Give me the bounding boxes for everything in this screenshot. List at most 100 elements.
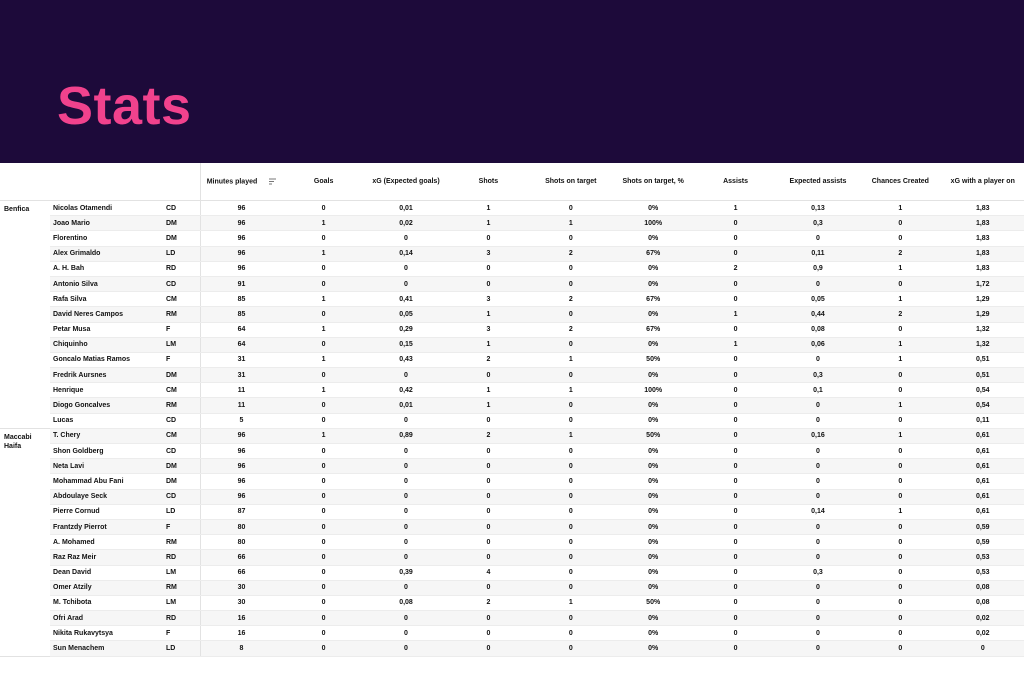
- position: RD: [162, 261, 201, 277]
- position: LM: [162, 595, 201, 612]
- stat-value: 0: [694, 322, 777, 338]
- player-name: T. Chery: [50, 428, 162, 445]
- column-header-label: Shots on target: [545, 178, 597, 185]
- stat-value: 0: [859, 489, 942, 505]
- stat-value: 1: [447, 200, 530, 217]
- stat-value: 1: [859, 352, 942, 369]
- stat-value: 0%: [611, 610, 695, 627]
- stat-value: 1: [447, 306, 530, 323]
- stat-value: 96: [200, 443, 283, 460]
- stat-value: 0: [694, 489, 777, 505]
- stat-value: 1,83: [941, 215, 1024, 232]
- stat-value: 66: [200, 565, 283, 581]
- player-row: Ofri Arad RD 16 0 0 0 0 0% 0 0 0 0,02: [0, 610, 1024, 627]
- stat-value: 0: [282, 230, 365, 247]
- column-header[interactable]: xG (Expected goals): [364, 163, 448, 201]
- stat-value: 96: [200, 489, 283, 505]
- stat-value: 0: [364, 580, 448, 596]
- position: LM: [162, 565, 201, 581]
- stat-value: 1,72: [941, 276, 1024, 293]
- stat-value: 0: [694, 352, 777, 369]
- stat-value: 0: [447, 549, 530, 566]
- column-header[interactable]: Expected assists: [776, 163, 860, 201]
- column-header[interactable]: Assists: [694, 163, 777, 201]
- stats-table: Minutes played Goals xG (Expected goals) Sh…: [0, 163, 1024, 657]
- stat-value: 0: [529, 640, 612, 657]
- stat-value: 1: [282, 382, 365, 399]
- player-row: Antonio Silva CD 91 0 0 0 0 0% 0 0 0 1,72: [0, 276, 1024, 293]
- stat-value: 0: [694, 595, 777, 612]
- stat-value: 100%: [611, 382, 695, 399]
- position: RM: [162, 580, 201, 596]
- stat-value: 0: [694, 246, 777, 262]
- stat-value: 0%: [611, 413, 695, 429]
- player-row: Raz Raz Meir RD 66 0 0 0 0 0% 0 0 0 0,53: [0, 549, 1024, 566]
- stat-value: 2: [529, 291, 612, 308]
- stat-value: 0: [859, 443, 942, 460]
- stat-value: 2: [859, 246, 942, 262]
- stat-value: 0,41: [364, 291, 448, 308]
- player-name: Shon Goldberg: [50, 443, 162, 460]
- stat-value: 0,08: [941, 595, 1024, 612]
- stat-value: 0: [282, 595, 365, 612]
- stat-value: 0: [447, 640, 530, 657]
- column-header-label: Assists: [723, 178, 749, 185]
- stat-value: 0: [694, 276, 777, 293]
- player-row: Benfica Nicolas Otamendi CD 96 0 0,01 1 0 0% 1 0,1…: [0, 200, 1024, 429]
- stat-value: 96: [200, 200, 283, 217]
- player-name: David Neres Campos: [50, 306, 162, 323]
- stat-value: 0,08: [776, 322, 860, 338]
- banner: Stats: [0, 0, 1024, 163]
- position: F: [162, 519, 201, 536]
- stat-value: 0: [282, 458, 365, 475]
- stat-value: 1: [447, 397, 530, 414]
- stat-value: 0: [694, 428, 777, 445]
- stat-value: 1: [859, 261, 942, 277]
- stat-value: 0,02: [941, 610, 1024, 627]
- stat-value: 5: [200, 413, 283, 429]
- stat-value: 0: [694, 413, 777, 429]
- stat-value: 0: [529, 625, 612, 642]
- sort-icon[interactable]: [269, 178, 277, 185]
- stat-value: 0: [776, 489, 860, 505]
- stat-value: 0%: [611, 230, 695, 247]
- stat-value: 0: [529, 367, 612, 384]
- stat-value: 1: [447, 382, 530, 399]
- stat-value: 0: [694, 443, 777, 460]
- stat-value: 0: [529, 413, 612, 429]
- stat-value: 1,83: [941, 246, 1024, 262]
- player-row: Alex Grimaldo LD 96 1 0,14 3 2 67% 0 0,11 2 1,83: [0, 246, 1024, 262]
- stat-value: 0: [529, 504, 612, 520]
- stat-value: 1: [447, 337, 530, 353]
- stat-value: 0: [776, 595, 860, 612]
- stat-value: 0: [529, 397, 612, 414]
- stat-value: 0: [859, 382, 942, 399]
- column-header[interactable]: Minutes played: [200, 163, 283, 201]
- player-row: Frantzdy Pierrot F 80 0 0 0 0 0% 0 0 0 0,59: [0, 519, 1024, 536]
- player-name: Ofri Arad: [50, 610, 162, 627]
- stat-value: 0: [529, 276, 612, 293]
- stat-value: 1: [282, 215, 365, 232]
- stat-value: 0%: [611, 443, 695, 460]
- player-name: Neta Lavi: [50, 458, 162, 475]
- stat-value: 0: [941, 640, 1024, 657]
- player-name: Nicolas Otamendi: [50, 200, 162, 217]
- stat-value: 1: [859, 337, 942, 353]
- column-header[interactable]: Shots on target: [529, 163, 612, 201]
- column-header[interactable]: Chances Created: [859, 163, 942, 201]
- stat-value: 0,29: [364, 322, 448, 338]
- stat-value: 0: [529, 534, 612, 551]
- stat-value: 0: [364, 443, 448, 460]
- column-header[interactable]: Shots on target, %: [611, 163, 695, 201]
- stat-value: 50%: [611, 352, 695, 369]
- column-header[interactable]: Shots: [447, 163, 530, 201]
- stat-value: 0,61: [941, 443, 1024, 460]
- position: LD: [162, 640, 201, 657]
- player-name: Goncalo Matias Ramos: [50, 352, 162, 369]
- stat-value: 31: [200, 367, 283, 384]
- column-header[interactable]: Goals: [282, 163, 365, 201]
- column-header[interactable]: xG with a player on: [941, 163, 1024, 201]
- stat-value: 0: [364, 489, 448, 505]
- stat-value: 96: [200, 261, 283, 277]
